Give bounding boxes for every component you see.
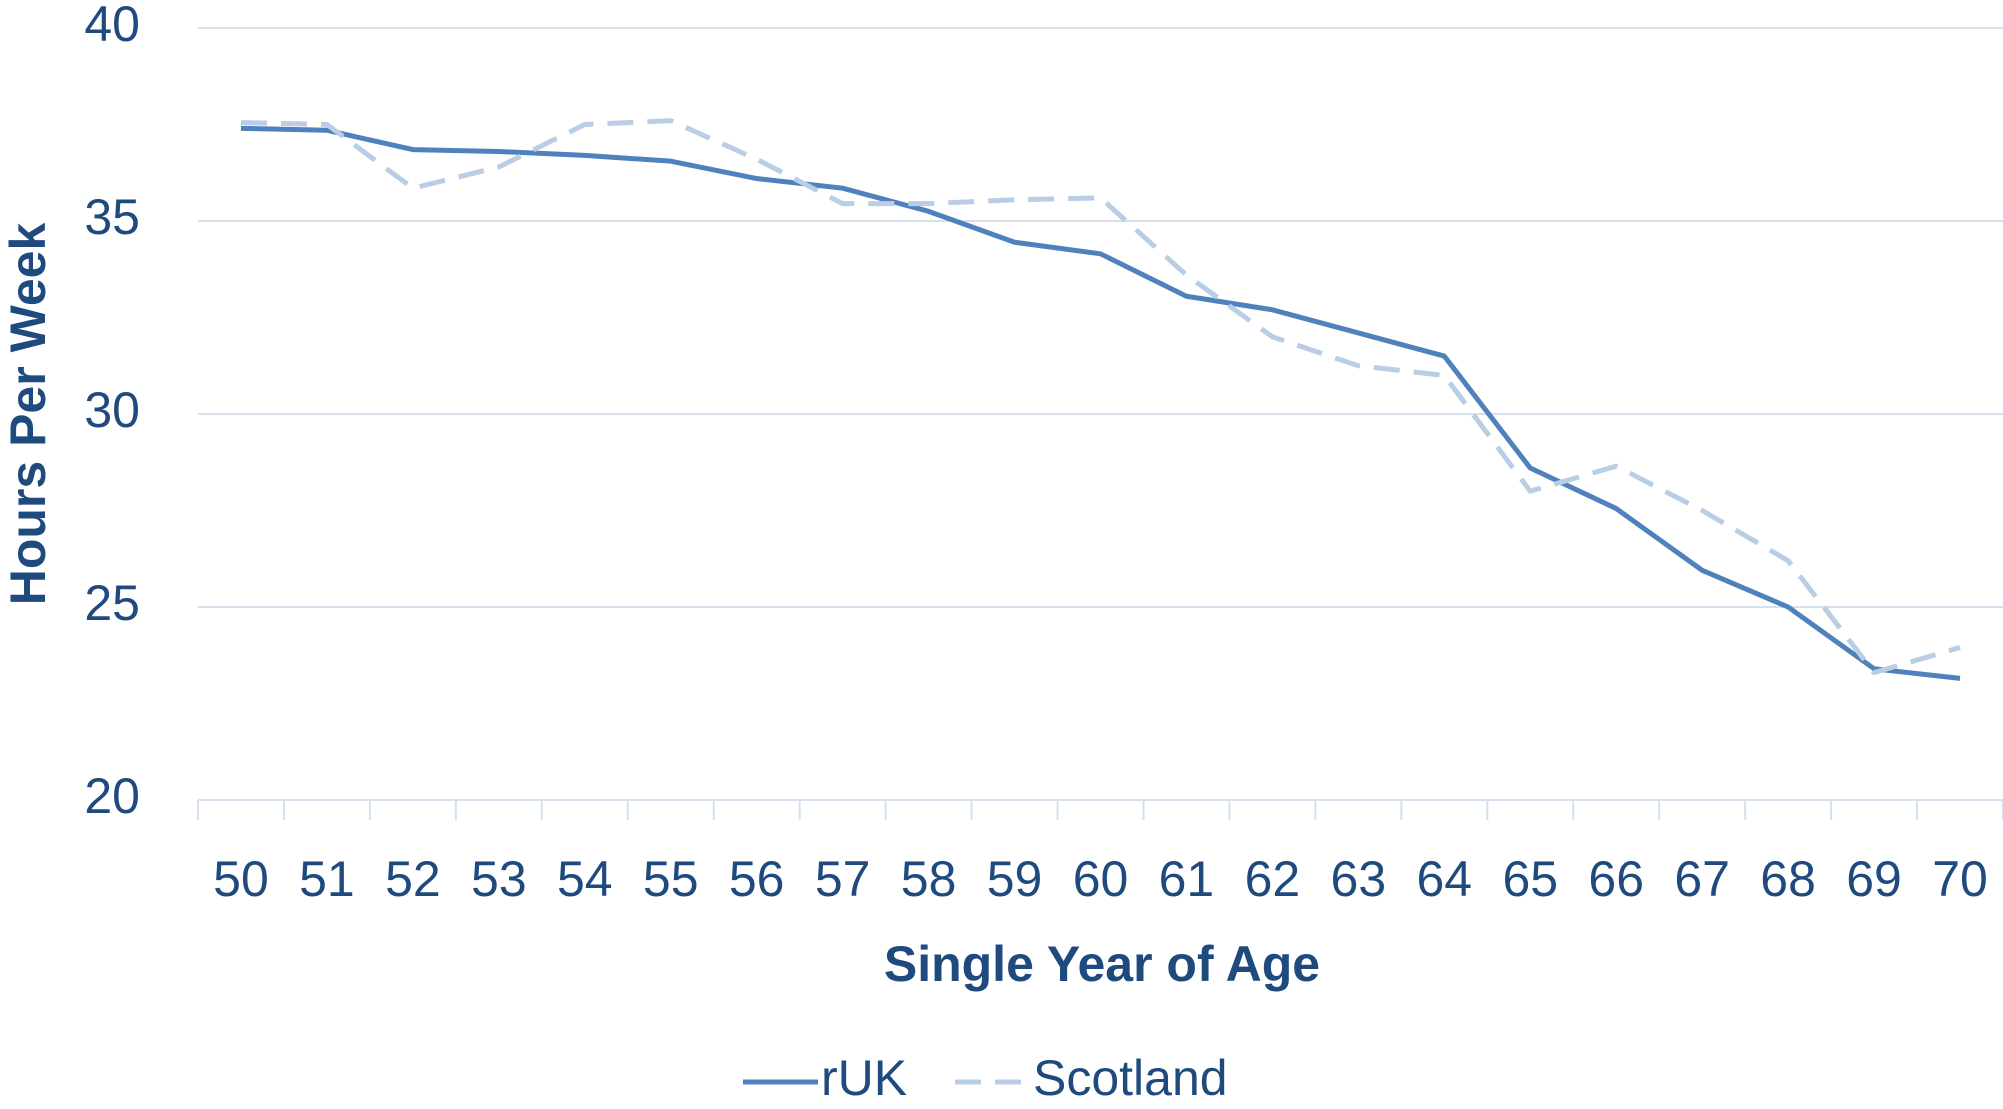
x-tick-label: 57 bbox=[815, 851, 871, 907]
x-tick-label: 51 bbox=[299, 851, 355, 907]
y-tick-label: 40 bbox=[84, 0, 140, 52]
x-tick-label: 62 bbox=[1245, 851, 1301, 907]
legend-label: Scotland bbox=[1033, 1050, 1228, 1106]
y-tick-label: 30 bbox=[84, 382, 140, 438]
x-tick-label: 59 bbox=[987, 851, 1043, 907]
legend-label: rUK bbox=[821, 1050, 907, 1106]
x-tick-label: 50 bbox=[213, 851, 269, 907]
series-line bbox=[240, 118, 1961, 676]
y-axis-title: Hours Per Week bbox=[0, 223, 56, 606]
x-tick-label: 60 bbox=[1073, 851, 1129, 907]
x-tick-label: 56 bbox=[729, 851, 785, 907]
x-tick-label: 61 bbox=[1159, 851, 1215, 907]
x-tick-label: 55 bbox=[643, 851, 699, 907]
x-tick-label: 52 bbox=[385, 851, 441, 907]
series-line bbox=[240, 125, 1961, 681]
y-tick-label: 35 bbox=[84, 189, 140, 245]
x-tick-label: 70 bbox=[1932, 851, 1988, 907]
x-tick-label: 64 bbox=[1416, 851, 1472, 907]
x-tick-label: 66 bbox=[1588, 851, 1644, 907]
x-tick-label: 68 bbox=[1760, 851, 1816, 907]
x-axis-title: Single Year of Age bbox=[884, 936, 1320, 992]
x-tick-label: 53 bbox=[471, 851, 527, 907]
x-tick-label: 67 bbox=[1674, 851, 1730, 907]
y-tick-label: 25 bbox=[84, 575, 140, 631]
x-tick-label: 58 bbox=[901, 851, 957, 907]
x-tick-label: 69 bbox=[1846, 851, 1902, 907]
x-tick-label: 54 bbox=[557, 851, 613, 907]
y-tick-label: 20 bbox=[84, 768, 140, 824]
x-tick-label: 63 bbox=[1331, 851, 1387, 907]
x-tick-label: 65 bbox=[1502, 851, 1558, 907]
